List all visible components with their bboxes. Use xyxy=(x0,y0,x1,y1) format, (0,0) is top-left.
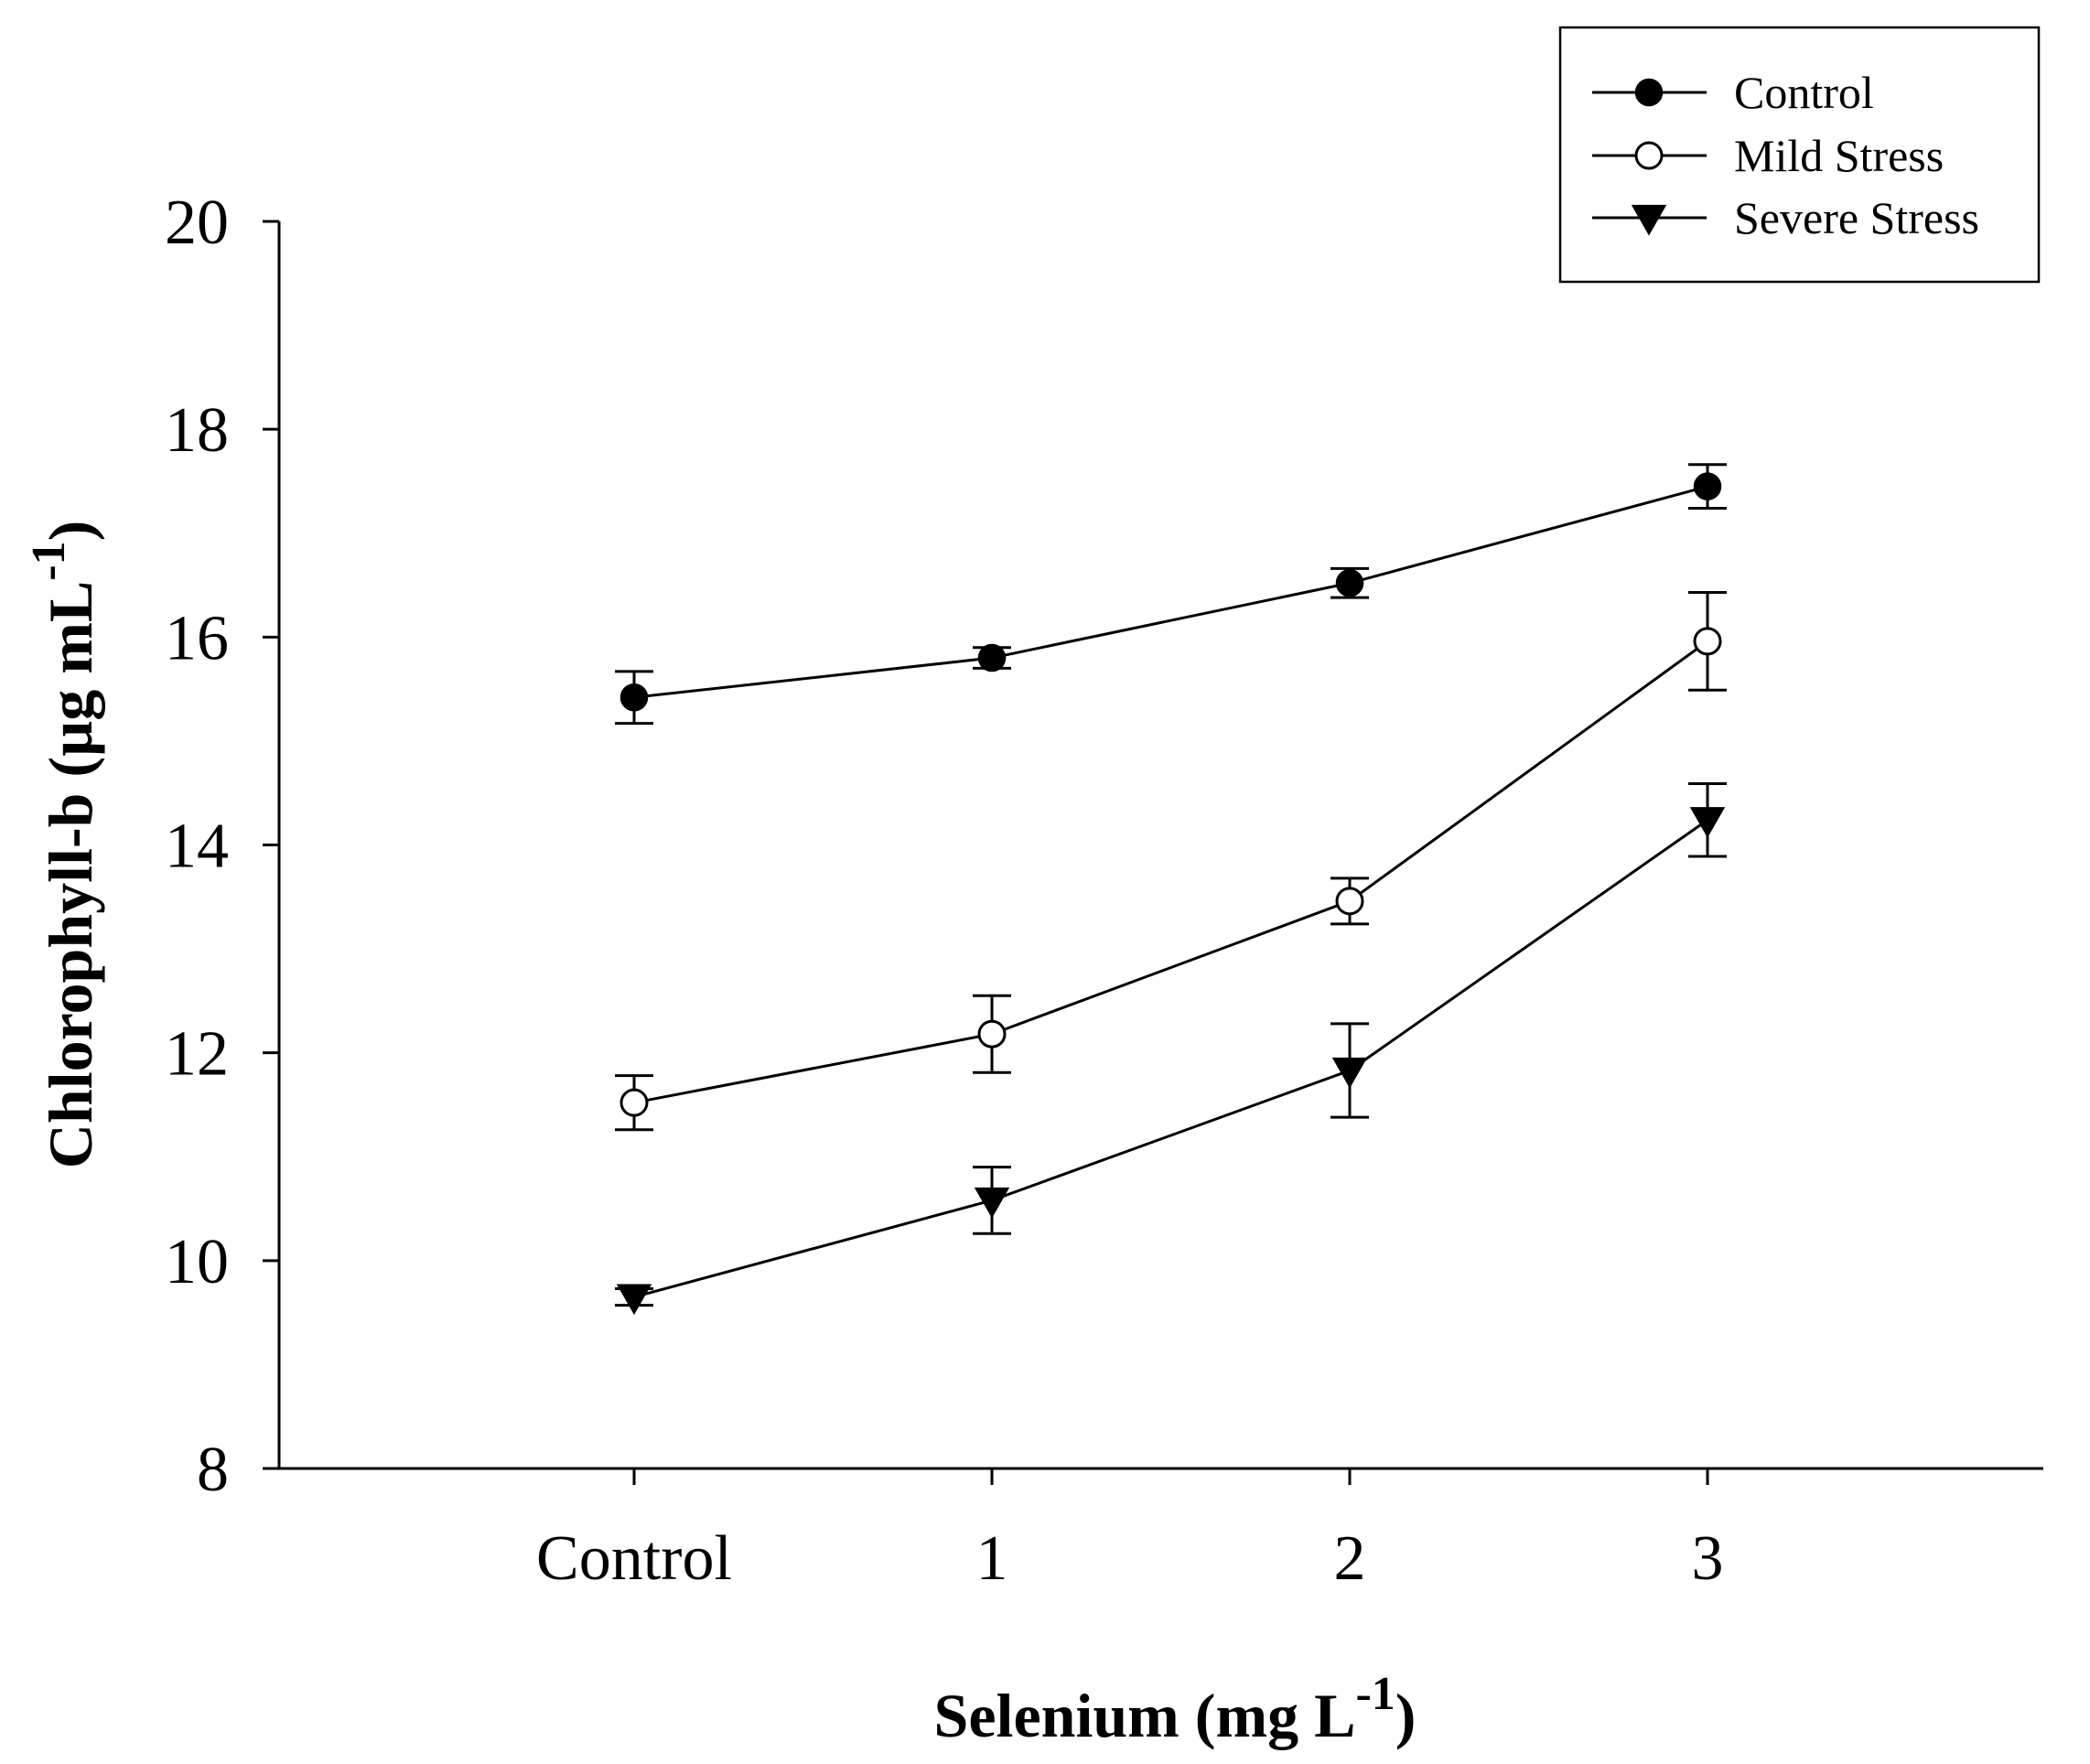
y-ticks: 8 10 12 14 16 18 20 xyxy=(165,188,279,1505)
data-point xyxy=(1689,807,1726,838)
y-tick-label: 18 xyxy=(165,395,229,466)
y-axis-title: Chlorophyll-b (µg mL-1) xyxy=(23,521,105,1168)
series-line xyxy=(633,485,1708,699)
legend-item: Mild Stress xyxy=(1592,130,1944,181)
legend-items: Control Mild Stress Severe Stress xyxy=(1592,67,1979,243)
series-severe-stress xyxy=(615,781,1727,1316)
series-line xyxy=(633,819,1708,1299)
x-ticks: Control 1 2 3 xyxy=(536,1468,1724,1594)
y-tick-label: 12 xyxy=(165,1019,229,1090)
x-tick-label: 3 xyxy=(1692,1523,1724,1594)
data-point xyxy=(1335,569,1364,597)
data-point xyxy=(616,1284,652,1316)
series-layer xyxy=(615,463,1727,1316)
data-point xyxy=(1693,472,1722,500)
legend: Control Mild Stress Severe Stress xyxy=(1558,26,2041,284)
legend-item: Severe Stress xyxy=(1592,192,1979,243)
x-tick-label: Control xyxy=(536,1523,732,1594)
data-point xyxy=(1335,887,1364,916)
data-point xyxy=(619,683,649,712)
data-point xyxy=(1634,141,1664,170)
legend-label: Mild Stress xyxy=(1734,130,1944,181)
x-tick-label: 1 xyxy=(976,1523,1008,1594)
y-tick-label: 16 xyxy=(165,603,229,673)
legend-item: Control xyxy=(1592,67,1874,118)
y-tick-label: 20 xyxy=(165,188,229,258)
data-point xyxy=(1631,204,1667,236)
data-point xyxy=(977,1019,1007,1049)
y-tick-label: 10 xyxy=(165,1227,229,1297)
data-point xyxy=(1634,78,1664,107)
data-point xyxy=(1331,1057,1368,1089)
data-point xyxy=(977,643,1007,672)
data-point xyxy=(619,1088,649,1117)
series-control xyxy=(615,463,1727,726)
data-point xyxy=(974,1187,1010,1219)
series-mild-stress xyxy=(615,590,1727,1132)
y-tick-label: 8 xyxy=(197,1435,229,1505)
legend-label: Severe Stress xyxy=(1734,192,1979,243)
series-line xyxy=(633,640,1708,1104)
data-point xyxy=(1693,627,1722,656)
y-tick-label: 14 xyxy=(165,812,229,882)
x-tick-label: 2 xyxy=(1334,1523,1366,1594)
x-axis-title: Selenium (mg L-1) xyxy=(934,1668,1417,1750)
legend-label: Control xyxy=(1734,67,1874,118)
